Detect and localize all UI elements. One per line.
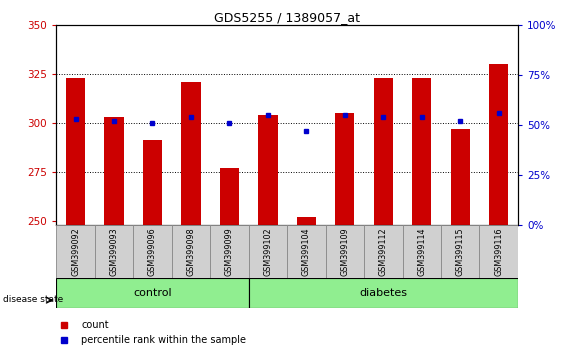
Text: GSM399092: GSM399092 <box>71 227 80 276</box>
Bar <box>403 225 441 278</box>
Bar <box>181 82 200 225</box>
Bar <box>249 225 287 278</box>
Text: GSM399099: GSM399099 <box>225 227 234 276</box>
Bar <box>104 117 124 225</box>
Bar <box>364 225 403 278</box>
Text: GSM399093: GSM399093 <box>110 227 118 276</box>
Bar <box>56 278 249 308</box>
Bar <box>258 115 278 225</box>
Bar <box>450 129 470 225</box>
Bar <box>210 225 249 278</box>
Text: GSM399114: GSM399114 <box>417 227 426 276</box>
Text: diabetes: diabetes <box>359 288 407 298</box>
Bar <box>335 113 355 225</box>
Bar <box>374 78 393 225</box>
Bar <box>56 225 95 278</box>
Text: GSM399109: GSM399109 <box>341 227 349 276</box>
Legend: count, percentile rank within the sample: count, percentile rank within the sample <box>50 316 250 349</box>
Title: GDS5255 / 1389057_at: GDS5255 / 1389057_at <box>214 11 360 24</box>
Bar <box>172 225 210 278</box>
Text: GSM399102: GSM399102 <box>263 227 272 276</box>
Bar <box>133 225 172 278</box>
Bar <box>297 217 316 225</box>
Text: control: control <box>133 288 172 298</box>
Bar <box>412 78 431 225</box>
Text: GSM399098: GSM399098 <box>186 227 195 276</box>
Bar <box>325 225 364 278</box>
Bar <box>143 141 162 225</box>
Bar <box>489 64 508 225</box>
Text: GSM399116: GSM399116 <box>494 227 503 276</box>
Text: disease state: disease state <box>3 295 63 304</box>
Bar <box>220 168 239 225</box>
Text: GSM399112: GSM399112 <box>379 227 388 276</box>
Bar <box>95 225 133 278</box>
Text: GSM399115: GSM399115 <box>456 227 464 276</box>
Bar <box>66 78 85 225</box>
Bar <box>480 225 518 278</box>
Bar <box>249 278 518 308</box>
Text: GSM399096: GSM399096 <box>148 227 157 276</box>
Bar <box>441 225 480 278</box>
Bar <box>287 225 325 278</box>
Text: GSM399104: GSM399104 <box>302 227 311 276</box>
